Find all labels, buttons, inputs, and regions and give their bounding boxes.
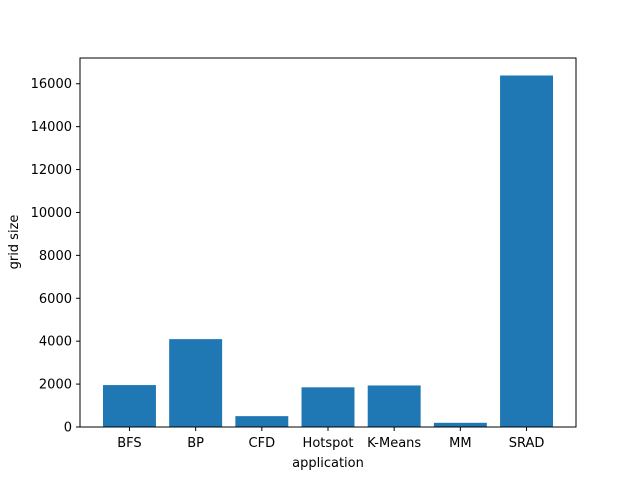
x-tick-label: CFD [249, 436, 276, 451]
y-tick-label: 0 [64, 421, 72, 436]
x-axis-label: application [292, 456, 364, 471]
x-tick-label: Hotspot [303, 436, 354, 451]
x-tick-label: BFS [117, 436, 141, 451]
x-axis-ticks: BFS BP CFD Hotspot K-Means MM SRAD [117, 427, 544, 451]
y-tick-label: 16000 [31, 77, 72, 92]
y-tick-label: 6000 [39, 292, 72, 307]
y-tick-label: 2000 [39, 378, 72, 393]
bar-k-means [367, 385, 421, 427]
bar-mm [433, 422, 487, 427]
bar-hotspot [301, 387, 355, 427]
plot-frame [79, 57, 577, 428]
bar-bfs [103, 385, 156, 427]
x-tick-label: K-Means [367, 436, 421, 451]
bars-group [103, 75, 553, 427]
y-axis-label: grid size [7, 215, 22, 270]
x-tick-label: MM [449, 436, 471, 451]
y-tick-label: 8000 [39, 249, 72, 264]
bar-bp [169, 339, 223, 427]
y-tick-label: 10000 [31, 206, 72, 221]
y-tick-label: 14000 [31, 120, 72, 135]
x-tick-label: SRAD [509, 436, 545, 451]
y-axis-ticks: 0 2000 4000 6000 8000 10000 12000 14000 16000 [31, 77, 80, 436]
bar-cfd [235, 416, 289, 427]
bar-srad [500, 75, 553, 427]
y-tick-label: 4000 [39, 335, 72, 350]
y-tick-label: 12000 [31, 163, 72, 178]
x-tick-label: BP [187, 436, 204, 451]
